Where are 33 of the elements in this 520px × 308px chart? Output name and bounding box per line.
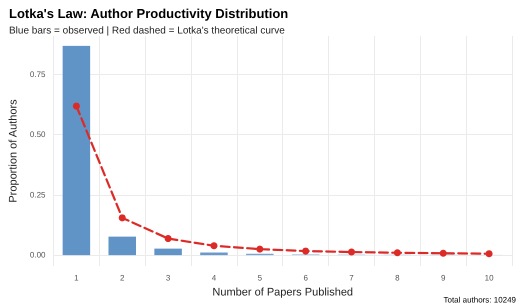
chart-subtitle: Blue bars = observed | Red dashed = Lotka's theoretical curve: [9, 26, 286, 36]
x-tick-label: 8: [395, 274, 400, 282]
x-tick-label: 2: [120, 274, 126, 282]
y-axis-title: Proportion of Authors: [8, 98, 20, 203]
x-axis-title: Number of Papers Published: [212, 286, 354, 298]
point: [164, 235, 172, 242]
point: [394, 249, 401, 256]
point: [256, 246, 264, 253]
x-tick-label: 10: [484, 274, 494, 282]
point: [302, 248, 310, 255]
x-tick-label: 1: [74, 274, 80, 282]
point: [486, 250, 493, 258]
y-tick-label: 0.50: [30, 130, 46, 140]
point: [118, 214, 126, 222]
text: Total authors: 10249: [444, 296, 517, 304]
x-tick-label: 9: [440, 274, 446, 282]
point: [348, 248, 356, 256]
bar: [108, 236, 136, 256]
y-tick-label: 0.75: [30, 70, 46, 80]
point: [440, 250, 447, 257]
y-tick-label: 0.25: [30, 190, 46, 200]
y-tick-label: 0.00: [30, 250, 46, 260]
bar: [62, 46, 90, 256]
x-tick-label: 4: [212, 274, 217, 282]
x-tick-label: 5: [258, 274, 263, 282]
point: [210, 242, 218, 250]
x-tick-label: 3: [166, 274, 171, 282]
point: [72, 102, 80, 110]
bar: [200, 252, 228, 256]
bar: [154, 248, 182, 256]
x-tick-label: 6: [303, 274, 308, 282]
chart-title: Lotka's Law: Author Productivity Distribution: [9, 6, 288, 21]
x-tick-label: 7: [349, 274, 354, 282]
